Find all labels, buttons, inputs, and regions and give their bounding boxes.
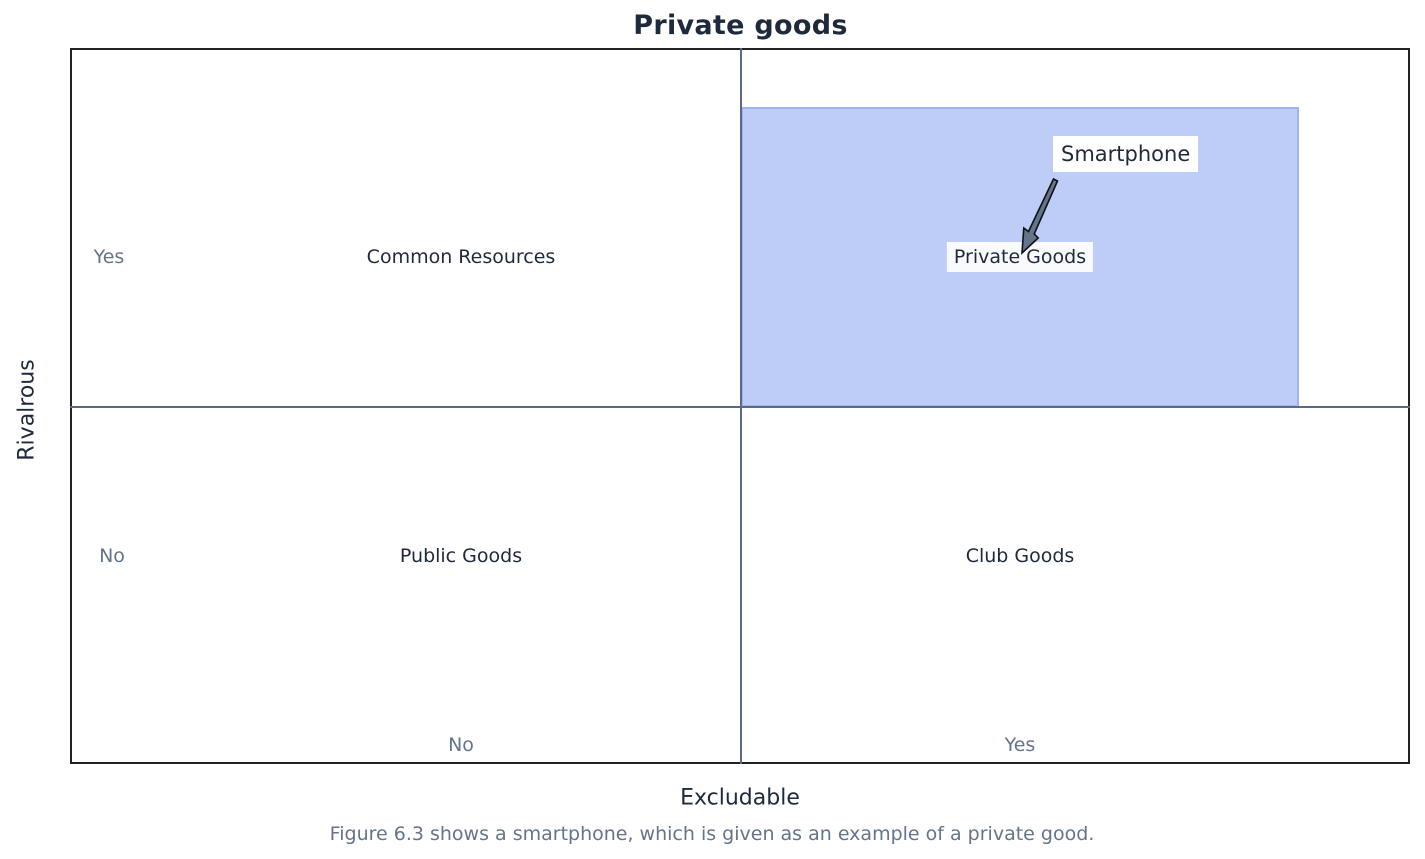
quadrant-public-goods: Public Goods: [399, 545, 523, 567]
x-tick-yes: Yes: [1004, 734, 1036, 756]
x-axis-label: Excludable: [680, 785, 800, 811]
x-tick-no: No: [448, 734, 474, 756]
y-tick-yes: Yes: [93, 246, 125, 268]
figure-caption: Figure 6.3 shows a smartphone, which is …: [329, 823, 1095, 845]
quadrant-club-goods: Club Goods: [965, 545, 1075, 567]
chart-title: Private goods: [633, 10, 848, 41]
y-axis-label: Rivalrous: [14, 359, 40, 461]
quadrant-common-resources: Common Resources: [366, 246, 556, 268]
smartphone-annotation: Smartphone: [1053, 136, 1199, 172]
quadrant-private-goods: Private Goods: [946, 242, 1094, 272]
y-tick-no: No: [99, 545, 125, 567]
horizontal-divider: [70, 406, 1410, 408]
